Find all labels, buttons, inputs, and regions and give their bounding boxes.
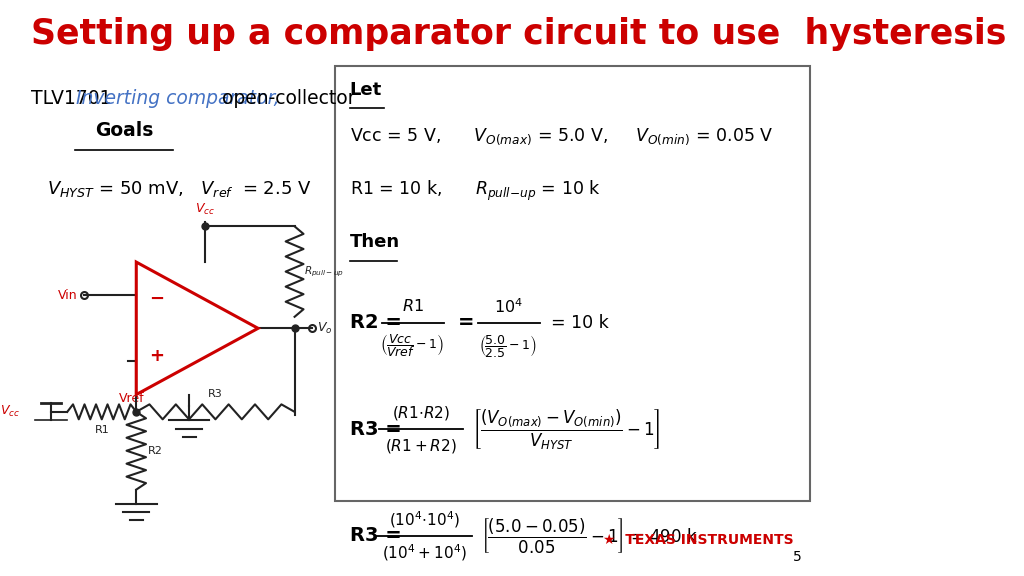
Text: $\!\left(\dfrac{\mathit{Vcc}}{\mathit{Vref}}-1\right)$: $\!\left(\dfrac{\mathit{Vcc}}{\mathit{Vr… (382, 332, 444, 359)
Text: open-collector: open-collector (216, 89, 355, 108)
Text: $V_o$: $V_o$ (317, 321, 333, 336)
Text: $10^4$: $10^4$ (495, 297, 523, 316)
FancyBboxPatch shape (335, 66, 810, 501)
Text: $V_{HYST}$ = 50 mV,   $V_{ref}$  = 2.5 V: $V_{HYST}$ = 50 mV, $V_{ref}$ = 2.5 V (47, 179, 311, 199)
Text: $(10^4+10^4)$: $(10^4+10^4)$ (382, 543, 467, 563)
Text: =: = (458, 313, 474, 332)
Text: ★  TEXAS INSTRUMENTS: ★ TEXAS INSTRUMENTS (603, 533, 794, 547)
Text: R1: R1 (94, 425, 110, 435)
Text: R2 =: R2 = (350, 313, 409, 332)
Text: 5: 5 (794, 551, 802, 564)
Text: $V_{cc}$: $V_{cc}$ (196, 202, 215, 217)
Text: $R_{pull-up}$: $R_{pull-up}$ (304, 264, 344, 279)
Text: Vin: Vin (58, 289, 78, 302)
Text: Goals: Goals (95, 121, 154, 140)
Text: $\!\left(\dfrac{5.0}{2.5}-1\right)$: $\!\left(\dfrac{5.0}{2.5}-1\right)$ (480, 332, 538, 359)
Text: Then: Then (350, 233, 400, 251)
Text: Setting up a comparator circuit to use  hysteresis: Setting up a comparator circuit to use h… (31, 17, 1007, 51)
Text: R2: R2 (147, 446, 163, 456)
Text: $V_{cc}$: $V_{cc}$ (0, 404, 20, 419)
Text: +: + (150, 347, 164, 365)
Text: $(10^4{\cdot}10^4)$: $(10^4{\cdot}10^4)$ (389, 509, 460, 530)
Text: = 10 k: = 10 k (551, 313, 609, 332)
Text: $\mathit{R1}$: $\mathit{R1}$ (402, 298, 424, 314)
Text: R3 =: R3 = (350, 420, 409, 438)
Text: $\left[\dfrac{(V_{O(max)}-V_{O(min)})}{V_{HYST}} -1\right]$: $\left[\dfrac{(V_{O(max)}-V_{O(min)})}{V… (472, 407, 660, 451)
Text: $\mathit{(R1+R2)}$: $\mathit{(R1+R2)}$ (385, 437, 457, 456)
Text: $\mathit{(R1{\cdot}R2)}$: $\mathit{(R1{\cdot}R2)}$ (392, 404, 451, 422)
Text: Vref: Vref (120, 392, 145, 406)
Text: TLV1701: TLV1701 (31, 89, 117, 108)
Text: R3: R3 (208, 389, 223, 399)
Text: $\left[\dfrac{(5.0-0.05)}{0.05} -1\right]$ = 490 k: $\left[\dfrac{(5.0-0.05)}{0.05} -1\right… (481, 516, 698, 555)
Text: Vcc = 5 V,      $V_{O(max)}$ = 5.0 V,     $V_{O(min)}$ = 0.05 V: Vcc = 5 V, $V_{O(max)}$ = 5.0 V, $V_{O(m… (350, 127, 773, 147)
Text: Inverting comparator,: Inverting comparator, (76, 89, 280, 108)
Text: Let: Let (350, 81, 382, 98)
Text: −: − (150, 290, 164, 308)
Text: R3 =: R3 = (350, 526, 409, 545)
Text: R1 = 10 k,      $R_{pull\mathrm{-}up}$ = 10 k: R1 = 10 k, $R_{pull\mathrm{-}up}$ = 10 k (350, 179, 601, 203)
